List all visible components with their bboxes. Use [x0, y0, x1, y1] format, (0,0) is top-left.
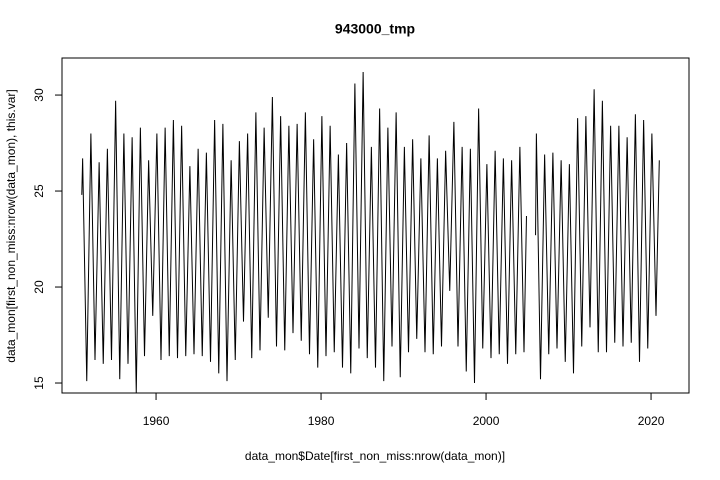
x-tick-label: 2020 — [638, 414, 665, 428]
x-tick-label: 1960 — [143, 414, 170, 428]
x-axis-label: data_mon$Date[first_non_miss:nrow(data_m… — [245, 449, 505, 463]
y-axis-label: data_mon[first_non_miss:nrow(data_mon), … — [4, 89, 18, 362]
y-tick-label: 25 — [32, 184, 46, 198]
y-tick-label: 30 — [32, 88, 46, 102]
data-line — [81, 72, 660, 393]
y-tick-label: 20 — [32, 280, 46, 294]
x-tick-label: 1980 — [308, 414, 335, 428]
y-tick-label: 15 — [32, 376, 46, 390]
x-tick-label: 2000 — [473, 414, 500, 428]
chart-title: 943000_tmp — [335, 21, 415, 37]
